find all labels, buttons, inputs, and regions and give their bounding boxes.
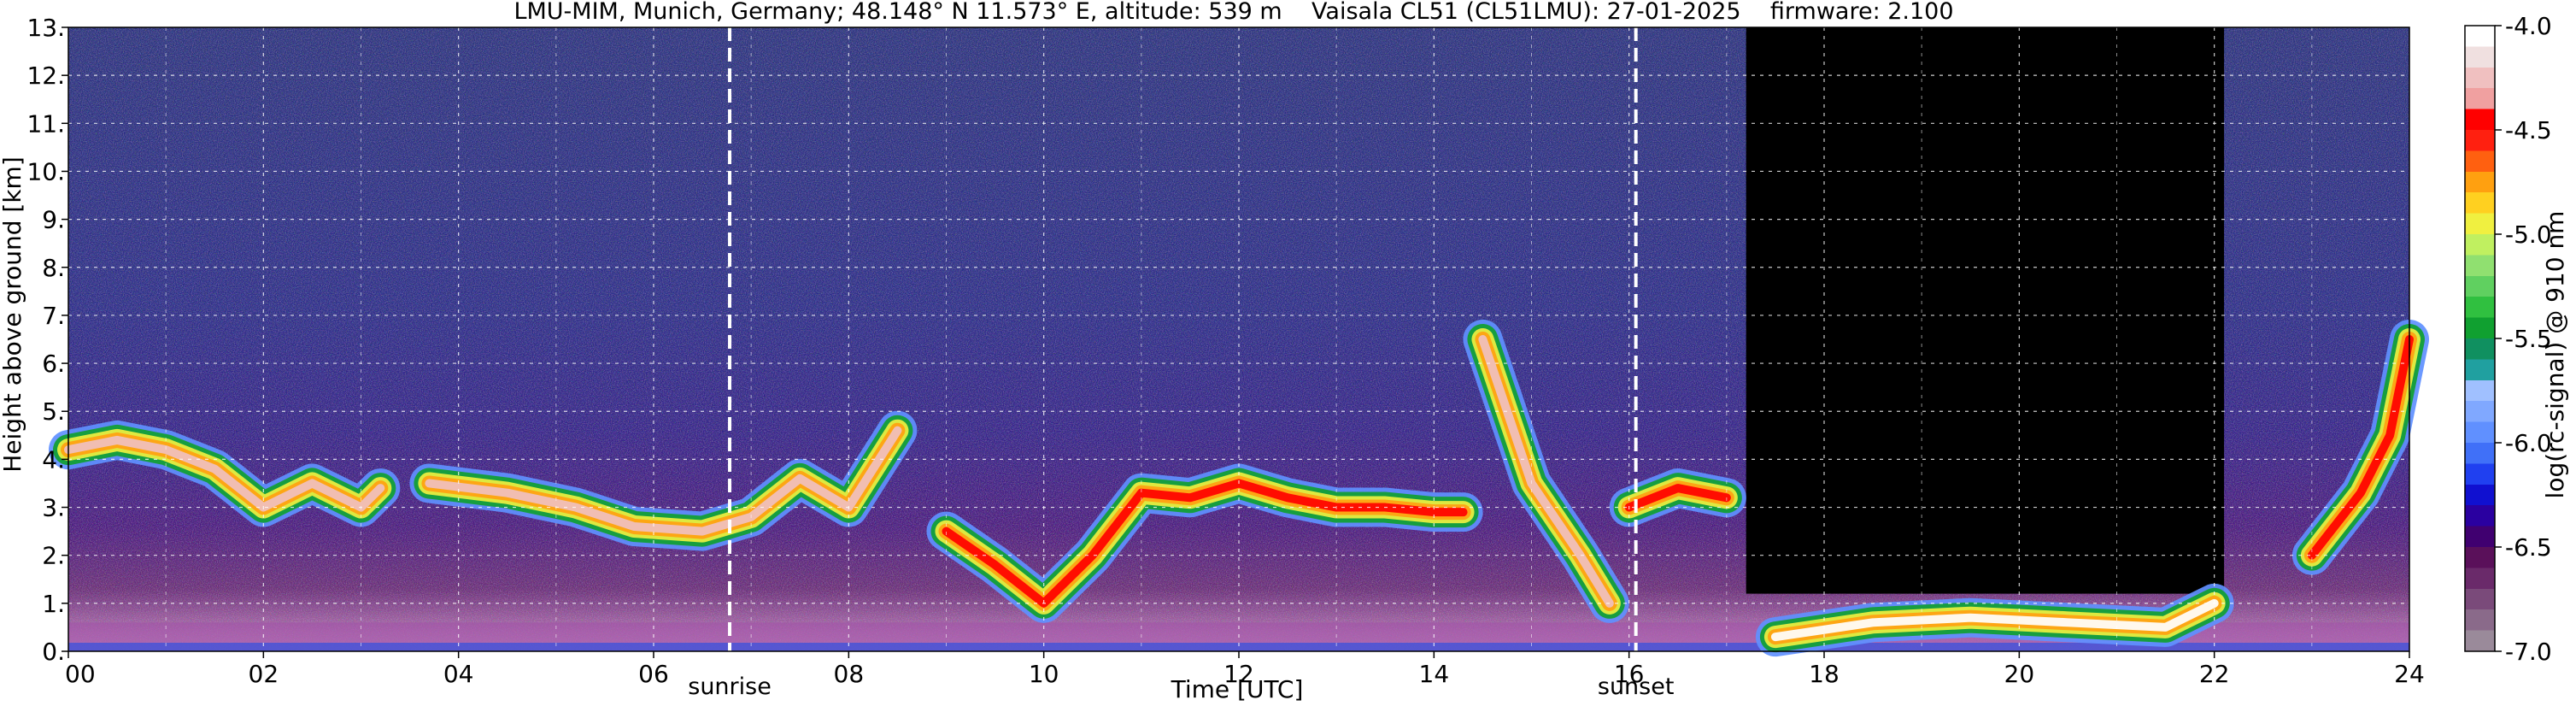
cloud-layer-5-band-5 (1624, 484, 1731, 512)
cloud-layer-2 (409, 410, 918, 551)
y-axis-label: Height above ground [km] (0, 156, 26, 473)
y-tick-label: 0. (42, 638, 65, 666)
y-tick-label: 6. (42, 350, 65, 378)
y-tick-label: 1. (42, 590, 65, 618)
x-tick-label: 18 (1809, 660, 1840, 688)
colorbar-tick-label: -7.0 (2505, 638, 2552, 666)
cloud-layer-2-band-5 (425, 426, 902, 536)
sunrise-label: sunrise (688, 674, 772, 700)
y-tick-label: 13. (26, 14, 65, 42)
y-axis-ticks: 0. 1. 2. 3. 4. 5. 6. 7. 8. 9. 10. 11. 12. 13. (26, 14, 68, 666)
x-axis-label: Time [UTC] (1171, 675, 1304, 703)
ground-signal-band (68, 643, 2409, 651)
y-tick-label: 3. (42, 494, 65, 522)
y-tick-label: 2. (42, 542, 65, 570)
no-signal-region (1746, 27, 2225, 594)
x-tick-label: 14 (1419, 660, 1450, 688)
x-axis-ticks: 00 02 04 06 08 10 12 14 16 18 20 22 24 (65, 651, 2425, 688)
y-tick-label: 10. (26, 157, 65, 185)
x-tick-label: 06 (638, 660, 669, 688)
colorbar-tick-label: -4.0 (2505, 12, 2552, 40)
y-tick-label: 9. (42, 206, 65, 234)
x-tick-label: 04 (443, 660, 474, 688)
cloud-layer-5 (1609, 468, 1746, 527)
x-tick-label: 22 (2199, 660, 2230, 688)
y-tick-label: 11. (26, 109, 65, 138)
y-tick-label: 4. (42, 445, 65, 474)
x-tick-label: 12 (1223, 660, 1254, 688)
colorbar-tick-label: -6.5 (2505, 533, 2552, 562)
y-tick-label: 12. (26, 62, 65, 90)
x-tick-label: 20 (2004, 660, 2035, 688)
x-tick-label: 08 (834, 660, 865, 688)
y-tick-label: 7. (42, 302, 65, 330)
colorbar-tick-label: -5.0 (2505, 221, 2552, 249)
cloud-layer-1-band-5 (64, 435, 385, 512)
colorbar-tick-label: -6.0 (2505, 429, 2552, 457)
y-tick-label: 5. (42, 397, 65, 426)
cloud-layer-3 (926, 463, 1483, 623)
colorbar-tick-label: -5.5 (2505, 325, 2552, 353)
cloud-layer-7 (2291, 320, 2429, 575)
x-tick-label: 24 (2394, 660, 2425, 688)
colorbar-ticks: -4.0 -4.5 -5.0 -5.5 -6.0 -6.5 -7.0 (2495, 12, 2552, 666)
cloud-layer-7-band-5 (2307, 335, 2414, 560)
cloud-layer-6 (1755, 583, 2234, 657)
colorbar-tick-label: -4.5 (2505, 116, 2552, 144)
sun-markers (728, 27, 1638, 651)
x-tick-label: 02 (249, 660, 279, 688)
x-tick-label: 00 (65, 660, 96, 688)
chart-title: LMU-MIM, Munich, Germany; 48.148° N 11.5… (513, 0, 1953, 25)
sunset-label: sunset (1598, 674, 1675, 700)
colorbar: -4.0 -4.5 -5.0 -5.5 -6.0 -6.5 -7.0 log(rc-sign… (2464, 12, 2569, 666)
colorbar-label: log(rc-signal) @ 910 nm (2541, 211, 2569, 499)
colorbar-gradient (2464, 25, 2496, 652)
y-tick-label: 8. (42, 254, 65, 282)
cloud-layer-1 (49, 420, 401, 527)
cloud-layer-3-band-5 (942, 479, 1468, 608)
no-signal-block (1746, 27, 2225, 594)
x-tick-label: 10 (1029, 660, 1059, 688)
plot-area (49, 26, 2429, 657)
grid-lines (68, 27, 2409, 651)
x-tick-label: 16 (1614, 660, 1645, 688)
